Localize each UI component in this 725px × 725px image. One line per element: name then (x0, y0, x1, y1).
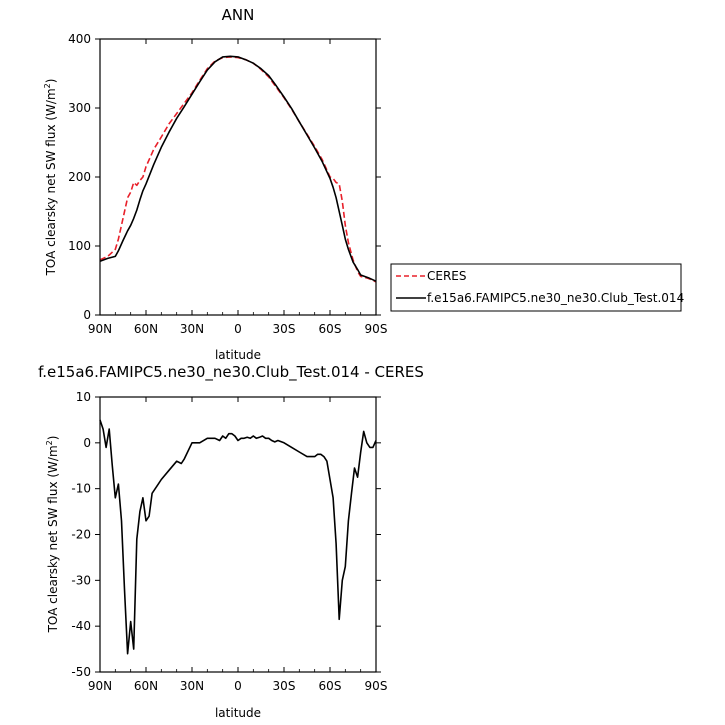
y-tick-label: -30 (71, 573, 91, 587)
bottom-y-axis-label: TOA clearsky net SW flux (W/m2) (45, 436, 60, 634)
bottom-x-axis-label: latitude (215, 706, 261, 720)
x-tick-label: 90S (365, 322, 388, 336)
top-y-axis-label: TOA clearsky net SW flux (W/m2) (43, 79, 58, 277)
legend-ceres-label: CERES (427, 269, 467, 283)
x-tick-label: 30N (180, 322, 204, 336)
y-tick-label: -20 (71, 528, 91, 542)
y-tick-label: 100 (68, 239, 91, 253)
legend-box (390, 263, 682, 312)
x-tick-label: 90S (365, 679, 388, 693)
bottom-plot-frame (99, 396, 377, 673)
legend-model-label: f.e15a6.FAMIPC5.ne30_ne30.Club_Test.014 (427, 291, 684, 305)
x-tick-label: 60S (319, 679, 342, 693)
top-chart-title: ANN (222, 6, 255, 24)
bottom-axes: 90N 60N 30N 0 30S 60S 90S -50 -40 -30 -20 -10 0 10 (71, 390, 387, 693)
x-tick-label: 60S (319, 322, 342, 336)
difference-series-line (99, 419, 377, 655)
y-tick-label: -50 (71, 665, 91, 679)
x-tick-label: 30S (273, 322, 296, 336)
ceres-series-line (99, 56, 377, 283)
top-panel: ANN 90N 60N 30N 0 30S 60S 90S 0 100 200 300 400 lat… (43, 6, 684, 362)
y-tick-label: 0 (83, 308, 91, 322)
x-tick-label: 0 (234, 322, 242, 336)
x-tick-label: 60N (134, 322, 158, 336)
bottom-chart-title: f.e15a6.FAMIPC5.ne30_ne30.Club_Test.014 … (38, 363, 424, 382)
model-series-line (99, 55, 377, 282)
legend: CERES f.e15a6.FAMIPC5.ne30_ne30.Club_Tes… (390, 263, 684, 312)
top-x-axis-label: latitude (215, 348, 261, 362)
y-tick-label: 400 (68, 32, 91, 46)
x-tick-label: 30S (273, 679, 296, 693)
bottom-plot-marks (99, 419, 377, 655)
x-tick-label: 30N (180, 679, 204, 693)
x-tick-label: 60N (134, 679, 158, 693)
y-tick-label: -40 (71, 619, 91, 633)
x-tick-label: 0 (234, 679, 242, 693)
y-tick-label: 300 (68, 101, 91, 115)
y-tick-label: 200 (68, 170, 91, 184)
bottom-panel: f.e15a6.FAMIPC5.ne30_ne30.Club_Test.014 … (38, 363, 424, 720)
top-axes: 90N 60N 30N 0 30S 60S 90S 0 100 200 300 400 (68, 32, 387, 336)
top-plot-marks (99, 55, 377, 283)
x-tick-label: 90N (88, 322, 112, 336)
y-tick-label: 0 (83, 436, 91, 450)
y-tick-label: 10 (76, 390, 91, 404)
top-plot-frame (99, 38, 377, 316)
y-tick-label: -10 (71, 482, 91, 496)
x-tick-label: 90N (88, 679, 112, 693)
